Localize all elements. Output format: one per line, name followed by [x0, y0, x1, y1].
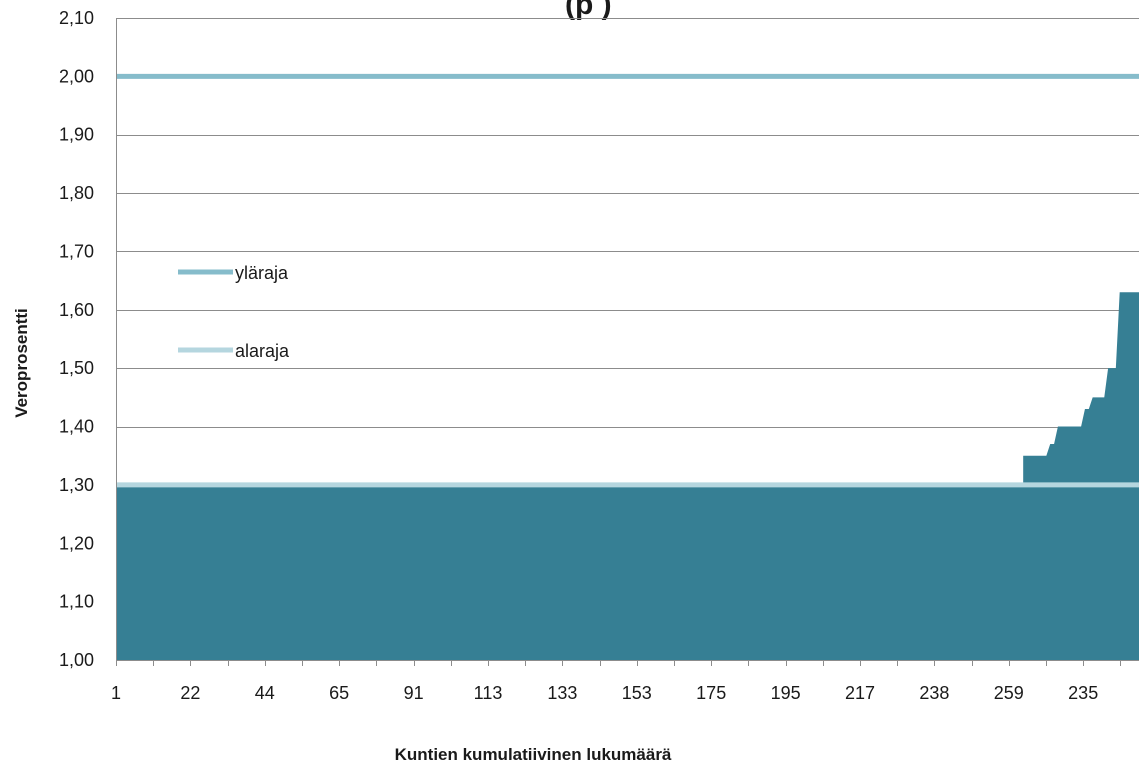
legend-label-alaraja: alaraja	[235, 341, 290, 361]
x-axis-title: Kuntien kumulatiivinen lukumäärä	[395, 745, 672, 764]
y-tick-label: 1,30	[59, 475, 94, 495]
x-tick-label: 238	[919, 683, 949, 703]
x-tick-label: 22	[180, 683, 200, 703]
x-tick-label: 44	[255, 683, 275, 703]
legend: yläraja alaraja	[178, 263, 290, 361]
y-tick-label: 2,10	[59, 8, 94, 28]
x-tick-label: 175	[696, 683, 726, 703]
y-tick-label: 1,10	[59, 592, 94, 612]
y-tick-label: 1,20	[59, 533, 94, 553]
x-tick-label: 113	[474, 683, 503, 703]
x-tick-label: 65	[329, 683, 349, 703]
x-tick-label: 235	[1068, 683, 1098, 703]
y-tick-label: 1,90	[59, 125, 94, 145]
y-tick-label: 1,70	[59, 241, 94, 261]
x-tick-label: 153	[622, 683, 652, 703]
x-tick-label: 217	[845, 683, 875, 703]
y-axis-title: Veroprosentti	[12, 308, 31, 418]
y-tick-label: 2,00	[59, 66, 94, 86]
y-tick-label: 1,00	[59, 650, 94, 670]
y-tick-label: 1,40	[59, 417, 94, 437]
legend-label-ylaraja: yläraja	[235, 263, 289, 283]
y-tick-label: 1,60	[59, 300, 94, 320]
area-series-veroprosentti	[116, 292, 1139, 660]
x-tick-label: 91	[404, 683, 424, 703]
y-tick-label: 1,50	[59, 358, 94, 378]
y-tick-label: 1,80	[59, 183, 94, 203]
x-tick-label: 1	[111, 683, 121, 703]
x-tick-label: 195	[771, 683, 801, 703]
chart-title: (p )	[565, 0, 612, 21]
x-tick-label: 133	[547, 683, 577, 703]
x-tick-label: 259	[994, 683, 1024, 703]
